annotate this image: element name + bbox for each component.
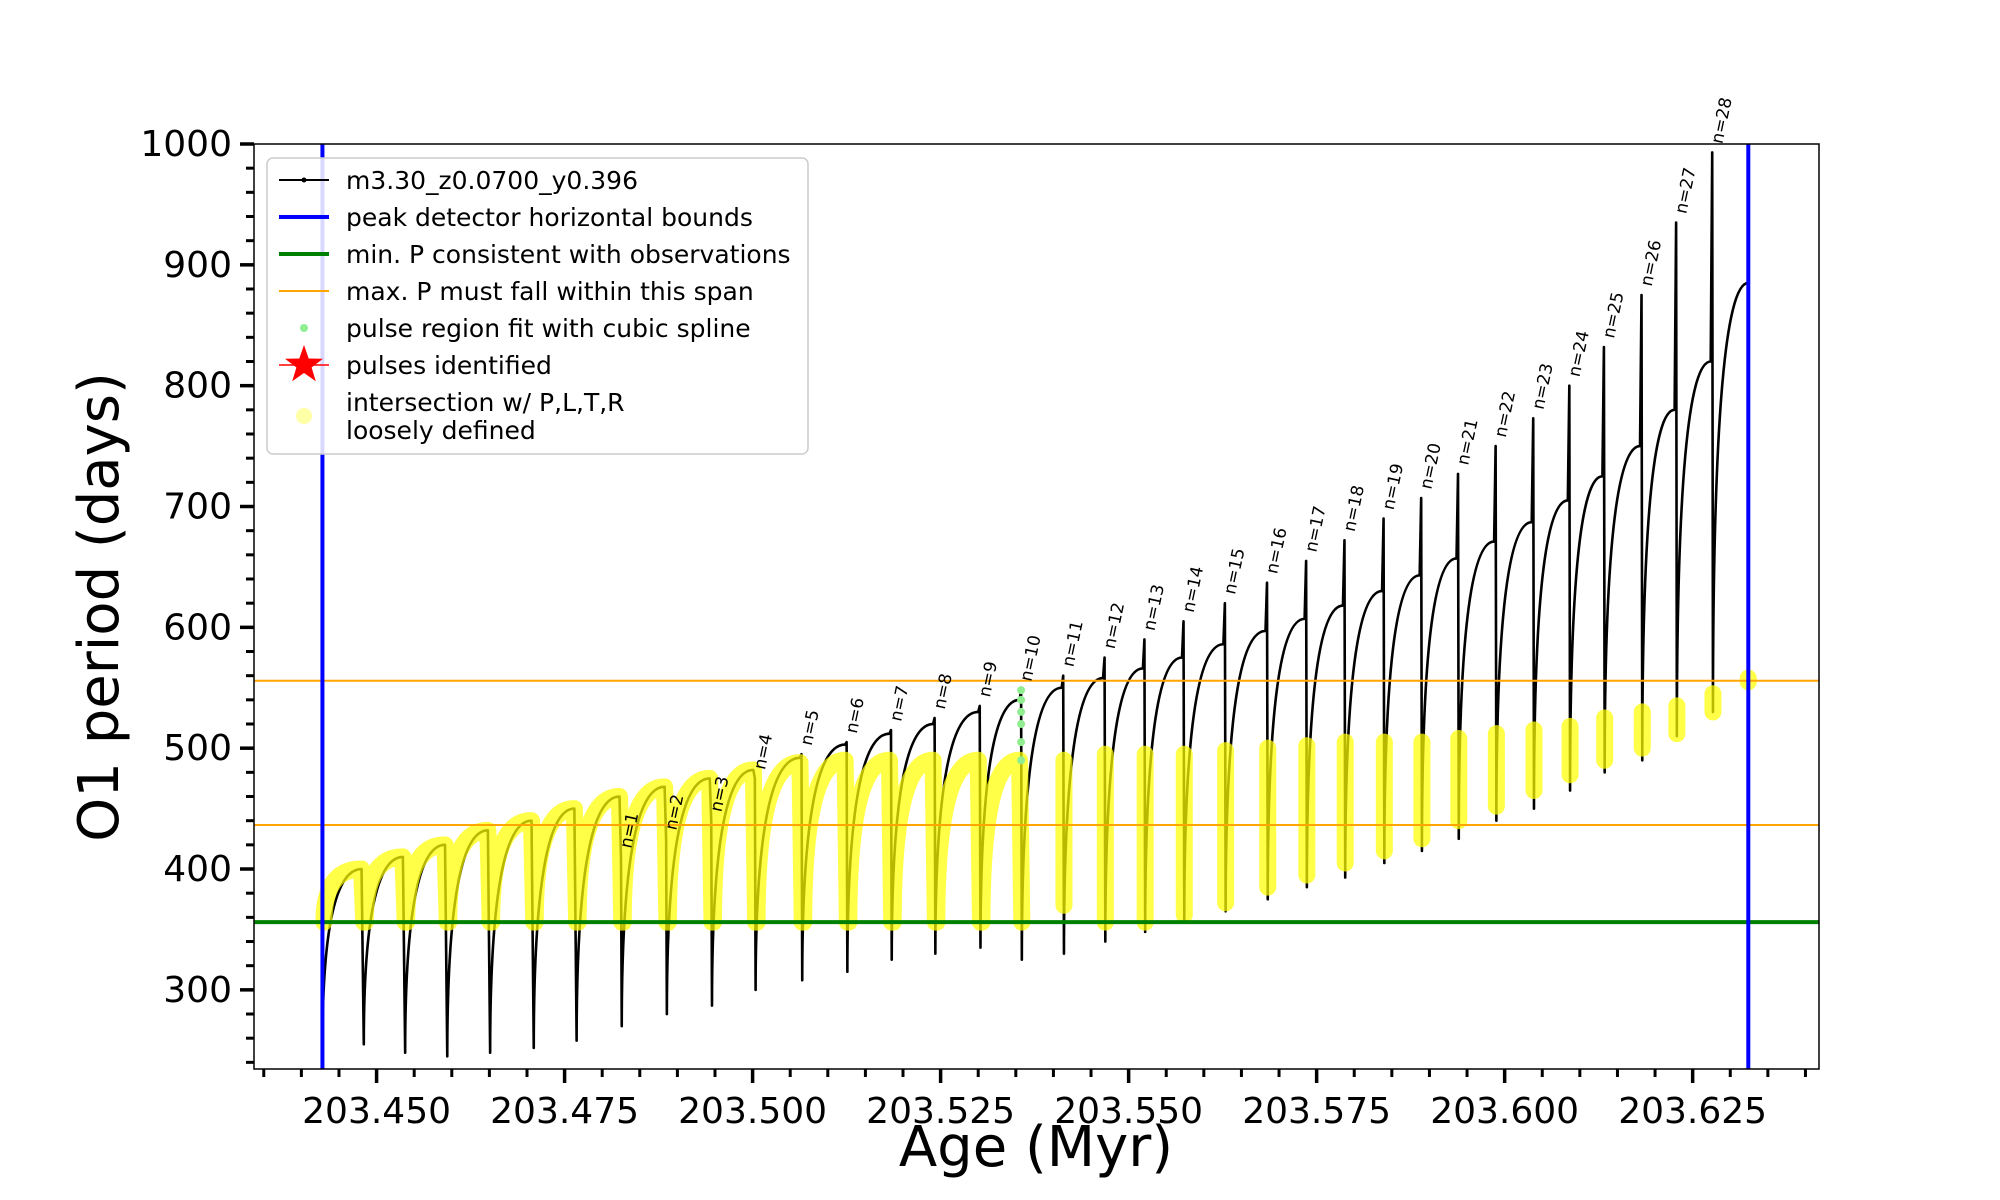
legend-label-line: max. P must fall within this span xyxy=(346,277,754,306)
legend-label: pulses identified xyxy=(346,351,552,380)
legend-label: max. P must fall within this span xyxy=(346,277,754,306)
legend-box xyxy=(266,157,809,455)
axes: 300 400 500 600 700 800 900 1000 203.450 203.475 2… xyxy=(140,124,1807,1132)
spline-point xyxy=(1017,756,1026,765)
y-tick-label: 600 xyxy=(163,607,232,648)
x-tick-label: 203.575 xyxy=(1242,1091,1391,1132)
spline-point xyxy=(1017,720,1026,729)
legend-handle xyxy=(296,408,312,424)
plot-frame xyxy=(253,143,1820,1070)
pulse-label: n=28 xyxy=(1708,96,1737,146)
y-tick-label: 800 xyxy=(163,366,232,407)
spline-point xyxy=(1017,695,1026,704)
legend-label-line: loosely defined xyxy=(346,416,536,445)
x-axis-label: Age (Myr) xyxy=(899,1115,1173,1180)
legend-handle xyxy=(285,345,323,382)
legend-label: pulse region fit with cubic spline xyxy=(346,314,751,343)
spline-point xyxy=(1017,738,1026,747)
y-tick-label: 400 xyxy=(163,849,232,890)
legend-label-line: m3.30_z0.0700_y0.396 xyxy=(346,166,638,195)
legend-label-line: min. P consistent with observations xyxy=(346,240,791,269)
spline-point xyxy=(1017,686,1026,695)
x-tick-label: 203.450 xyxy=(302,1091,451,1132)
y-tick-label: 500 xyxy=(163,728,232,769)
legend-label: intersection w/ P,L,T,R loosely defined xyxy=(346,388,625,445)
spline-point xyxy=(1017,707,1026,716)
x-tick-label: 203.600 xyxy=(1430,1091,1579,1132)
legend-label: m3.30_z0.0700_y0.396 xyxy=(346,166,638,195)
legend-label: min. P consistent with observations xyxy=(346,240,791,269)
x-tick-label: 203.525 xyxy=(866,1091,1015,1132)
legend-handle-dot xyxy=(301,177,307,183)
legend-label: peak detector horizontal bounds xyxy=(346,203,753,232)
x-tick-label: 203.550 xyxy=(1054,1091,1203,1132)
y-tick-label: 1000 xyxy=(140,124,232,165)
legend-label-line: pulse region fit with cubic spline xyxy=(346,314,751,343)
y-tick-label: 300 xyxy=(163,970,232,1011)
legend-label-line: intersection w/ P,L,T,R xyxy=(346,388,625,417)
legend-label-line: peak detector horizontal bounds xyxy=(346,203,753,232)
x-tick-label: 203.500 xyxy=(678,1091,827,1132)
legend-handle xyxy=(300,324,308,332)
x-tick-label: 203.625 xyxy=(1618,1091,1767,1132)
y-axis-label: O1 period (days) xyxy=(67,372,132,842)
x-tick-label: 203.475 xyxy=(490,1091,639,1132)
y-tick-label: 700 xyxy=(163,487,232,528)
legend-label-line: pulses identified xyxy=(346,351,552,380)
y-tick-label: 900 xyxy=(163,245,232,286)
loose-band xyxy=(315,669,1757,931)
